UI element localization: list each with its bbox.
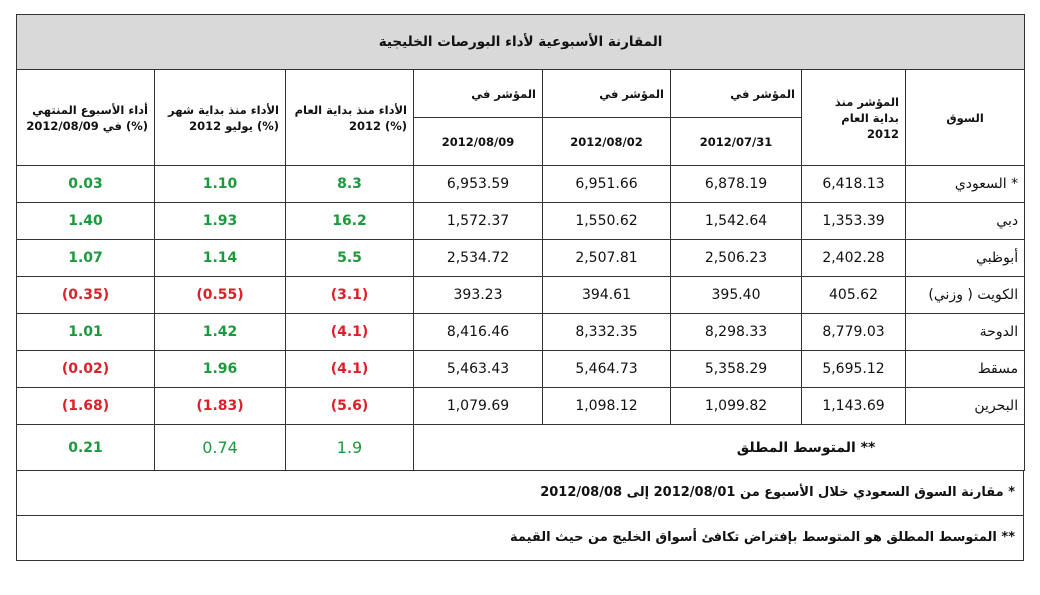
- index-date3-cell: 1,572.37: [413, 202, 543, 240]
- header-index-date3-label: المؤشر في: [413, 69, 543, 118]
- week-performance-cell: (0.02): [16, 350, 155, 388]
- index-date1-cell: 1,542.64: [670, 202, 802, 240]
- table-row: (0.02) 1.96 (4.1) 5,463.43 5,464.73 5,35…: [16, 350, 1026, 388]
- week-performance-cell: 1.40: [16, 202, 155, 240]
- table-row: 1.40 1.93 16.2 1,572.37 1,550.62 1,542.6…: [16, 202, 1026, 240]
- index-date2-cell: 5,464.73: [542, 350, 671, 388]
- header-mtd-performance: الأداء منذ بداية شهر يوليو 2012 (%): [154, 69, 286, 166]
- index-base-cell: 6,418.13: [801, 165, 906, 203]
- header-date3: 2012/08/09: [413, 117, 543, 166]
- ytd-performance-cell: 5.5: [285, 239, 414, 277]
- index-date2-cell: 2,507.81: [542, 239, 671, 277]
- header-date2: 2012/08/02: [542, 117, 671, 166]
- mtd-performance-cell: (0.55): [154, 276, 286, 314]
- average-week-cell: 0.21: [16, 424, 155, 471]
- average-ytd-cell: 1.9: [285, 424, 414, 471]
- table-row: 1.07 1.14 5.5 2,534.72 2,507.81 2,506.23…: [16, 239, 1026, 277]
- ytd-performance-cell: (4.1): [285, 313, 414, 351]
- market-name-cell: الدوحة: [904, 313, 1026, 351]
- market-name-cell: الكويت ( وزني): [904, 276, 1026, 314]
- index-date1-cell: 5,358.29: [670, 350, 802, 388]
- table-row: 1.01 1.42 (4.1) 8,416.46 8,332.35 8,298.…: [16, 313, 1026, 351]
- week-performance-cell: (1.68): [16, 387, 155, 425]
- index-date2-cell: 6,951.66: [542, 165, 671, 203]
- mtd-performance-cell: 1.93: [154, 202, 286, 240]
- header-week-performance: أداء الأسبوع المنتهي في 2012/08/09 (%): [16, 69, 155, 166]
- ytd-performance-cell: 8.3: [285, 165, 414, 203]
- index-date1-cell: 6,878.19: [670, 165, 802, 203]
- ytd-performance-cell: (3.1): [285, 276, 414, 314]
- mtd-performance-cell: 1.14: [154, 239, 286, 277]
- index-date1-cell: 8,298.33: [670, 313, 802, 351]
- performance-table-container: المقارنة الأسبوعية لأداء البورصات الخليج…: [15, 14, 1026, 561]
- index-date3-cell: 5,463.43: [413, 350, 543, 388]
- index-date3-cell: 8,416.46: [413, 313, 543, 351]
- footnotes: * مقارنة السوق السعودي خلال الأسبوع من 2…: [16, 469, 1024, 561]
- index-date3-cell: 2,534.72: [413, 239, 543, 277]
- ytd-performance-cell: 16.2: [285, 202, 414, 240]
- mtd-performance-cell: 1.96: [154, 350, 286, 388]
- header-index-ytd-base: المؤشر منذ بداية العام 2012: [801, 69, 906, 166]
- mtd-performance-cell: 1.42: [154, 313, 286, 351]
- index-date1-cell: 2,506.23: [670, 239, 802, 277]
- header-index-date2-label: المؤشر في: [542, 69, 671, 118]
- header-index-date1-label: المؤشر في: [670, 69, 802, 118]
- week-performance-cell: (0.35): [16, 276, 155, 314]
- index-base-cell: 1,353.39: [801, 202, 906, 240]
- average-mtd-cell: 0.74: [154, 424, 286, 471]
- table-row: (1.68) (1.83) (5.6) 1,079.69 1,098.12 1,…: [16, 387, 1026, 425]
- index-base-cell: 5,695.12: [801, 350, 906, 388]
- index-base-cell: 405.62: [801, 276, 906, 314]
- index-base-cell: 1,143.69: [801, 387, 906, 425]
- market-name-cell: السعودي *: [904, 165, 1026, 203]
- header-ytd-performance: الأداء منذ بداية العام 2012 (%): [285, 69, 414, 166]
- footnote-absolute-average: ** المتوسط المطلق هو المتوسط بإفتراض تكا…: [16, 514, 1024, 561]
- market-name-cell: أبوظبي: [904, 239, 1026, 277]
- index-date2-cell: 8,332.35: [542, 313, 671, 351]
- index-date1-cell: 395.40: [670, 276, 802, 314]
- index-date2-cell: 1,098.12: [542, 387, 671, 425]
- footnote-saudi: * مقارنة السوق السعودي خلال الأسبوع من 2…: [16, 469, 1024, 516]
- table-row: (0.35) (0.55) (3.1) 393.23 394.61 395.40…: [16, 276, 1026, 314]
- average-row: 0.21 0.74 1.9 المتوسط المطلق **: [16, 424, 1026, 471]
- ytd-performance-cell: (5.6): [285, 387, 414, 425]
- mtd-performance-cell: 1.10: [154, 165, 286, 203]
- index-date2-cell: 1,550.62: [542, 202, 671, 240]
- header-market: السوق: [904, 69, 1026, 166]
- header-date1: 2012/07/31: [670, 117, 802, 166]
- index-date3-cell: 6,953.59: [413, 165, 543, 203]
- week-performance-cell: 0.03: [16, 165, 155, 203]
- gulf-markets-table: المقارنة الأسبوعية لأداء البورصات الخليج…: [15, 14, 1026, 471]
- market-name-cell: مسقط: [904, 350, 1026, 388]
- table-title: المقارنة الأسبوعية لأداء البورصات الخليج…: [15, 14, 1026, 70]
- index-date3-cell: 393.23: [413, 276, 543, 314]
- index-base-cell: 2,402.28: [801, 239, 906, 277]
- market-name-cell: البحرين: [904, 387, 1026, 425]
- index-date2-cell: 394.61: [542, 276, 671, 314]
- week-performance-cell: 1.01: [16, 313, 155, 351]
- index-date1-cell: 1,099.82: [670, 387, 802, 425]
- index-base-cell: 8,779.03: [801, 313, 906, 351]
- mtd-performance-cell: (1.83): [154, 387, 286, 425]
- week-performance-cell: 1.07: [16, 239, 155, 277]
- table-row: 0.03 1.10 8.3 6,953.59 6,951.66 6,878.19…: [16, 165, 1026, 203]
- market-name-cell: دبي: [904, 202, 1026, 240]
- average-label: المتوسط المطلق **: [412, 424, 1026, 471]
- ytd-performance-cell: (4.1): [285, 350, 414, 388]
- index-date3-cell: 1,079.69: [413, 387, 543, 425]
